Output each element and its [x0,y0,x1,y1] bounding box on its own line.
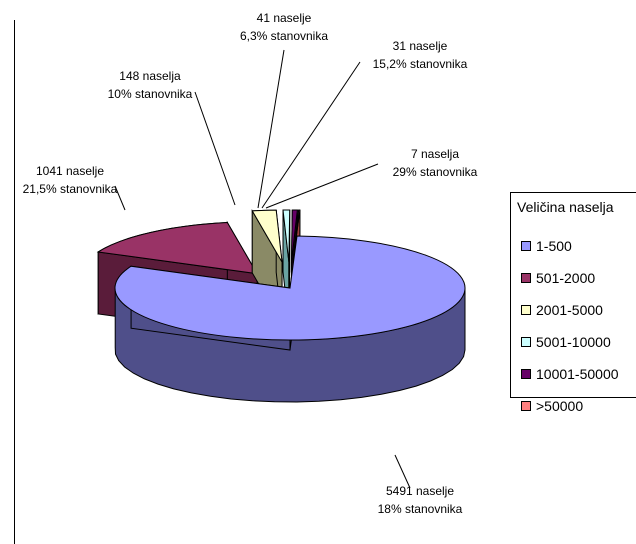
legend-swatch [521,273,531,283]
data-label-share: 29% stanovnika [393,165,478,179]
legend-label: 5001-10000 [536,334,611,350]
legend-label: >50000 [536,398,584,414]
legend-label: 1-500 [536,238,572,254]
leader-line [265,163,379,209]
data-label-share: 10% stanovnika [108,87,193,101]
legend: Veličina naselja 1-500 501-2000 2001-500… [510,192,636,414]
data-label-count: 1041 naselje [36,164,104,178]
legend-item-1-500: 1-500 [521,237,572,255]
legend-swatch [521,241,531,251]
legend-item-501-2000: 501-2000 [521,269,595,287]
data-label-share: 18% stanovnika [378,502,463,516]
data-label-share: 6,3% stanovnika [240,29,328,43]
legend-swatch [521,401,531,411]
legend-swatch [521,337,531,347]
plot-left-border [14,20,15,544]
data-label-count: 31 naselje [393,39,448,53]
legend-label: 10001-50000 [536,366,619,382]
legend-label: 501-2000 [536,270,596,286]
data-label-count: 7 naselja [411,147,459,161]
data-label-count: 148 naselja [119,69,181,83]
legend-item-5001-10000: 5001-10000 [521,333,611,351]
legend-item-2001-5000: 2001-5000 [521,301,603,319]
legend-swatch [521,305,531,315]
leader-line [394,454,411,489]
leader-line [194,91,236,206]
leader-line [261,61,361,209]
legend-title: Veličina naselja [517,199,614,215]
legend-item-over-50000: >50000 [521,397,583,415]
pie-slice-1-500 [114,235,466,403]
legend-label: 2001-5000 [536,302,603,318]
data-label-share: 15,2% stanovnika [373,57,468,71]
data-label-share: 21,5% stanovnika [23,182,118,196]
legend-swatch [521,369,531,379]
legend-item-10001-50000: 10001-50000 [521,365,619,383]
leader-line [257,49,285,209]
data-label-count: 41 naselje [257,11,312,25]
leader-line [114,185,126,211]
data-label-count: 5491 naselje [386,484,454,498]
